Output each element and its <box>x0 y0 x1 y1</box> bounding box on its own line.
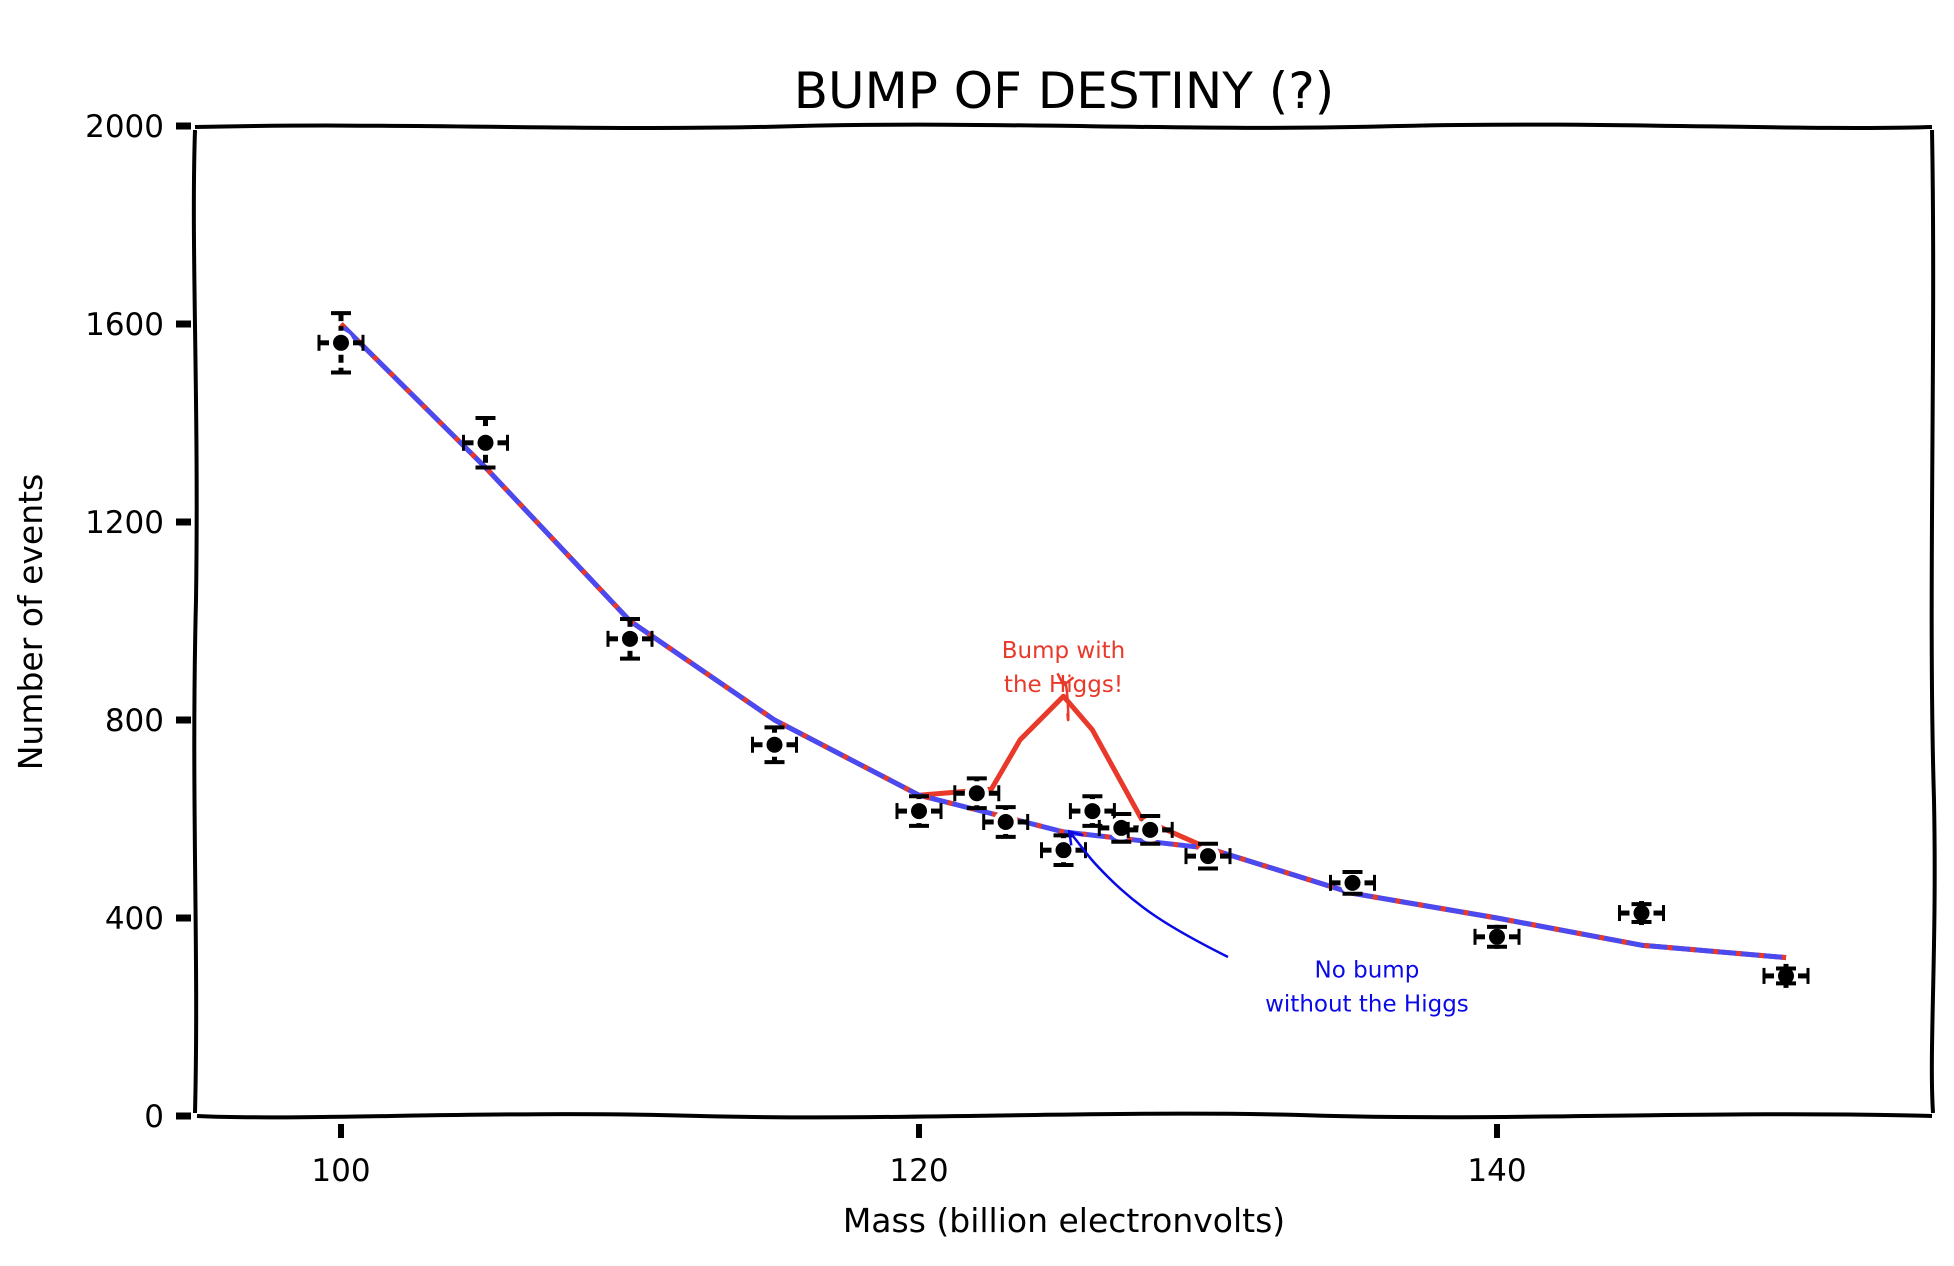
data-marker <box>1633 905 1650 922</box>
data-marker <box>911 803 927 820</box>
arrow-head-icon <box>1067 829 1084 846</box>
data-point <box>953 776 1001 811</box>
annotation-text: No bump <box>1315 957 1420 983</box>
data-point <box>1040 833 1087 868</box>
y-tick-label: 800 <box>105 703 164 739</box>
y-tick-label: 1600 <box>85 307 164 343</box>
data-marker <box>1142 821 1159 838</box>
data-marker <box>1084 803 1101 820</box>
data-marker <box>477 434 494 451</box>
data-point <box>317 311 365 375</box>
data-marker <box>1113 819 1130 836</box>
data-marker <box>622 630 638 647</box>
annotation-without-higgs: No bump without the Higgs <box>1067 829 1469 1017</box>
data-point <box>895 794 943 828</box>
line-with-higgs-dashes <box>339 322 1787 961</box>
x-tick-label: 120 <box>889 1153 948 1189</box>
data-point <box>1762 963 1810 988</box>
data-point <box>982 805 1030 839</box>
data-point <box>1473 924 1521 949</box>
data-point <box>1329 869 1376 896</box>
x-tick-label: 140 <box>1467 1153 1526 1189</box>
data-marker <box>333 334 349 351</box>
annotation-arrow <box>1068 830 1229 959</box>
y-axis-label: Number of events <box>11 474 50 771</box>
data-marker <box>766 736 783 753</box>
y-tick-label: 1200 <box>85 505 164 541</box>
data-points <box>317 311 1810 988</box>
data-marker <box>1778 967 1794 984</box>
data-point <box>1126 814 1174 846</box>
data-point <box>751 725 798 765</box>
y-tick-label: 400 <box>105 901 164 937</box>
data-point <box>606 617 654 661</box>
y-tick-label: 2000 <box>85 109 164 145</box>
data-point <box>1618 901 1665 926</box>
data-marker <box>1344 874 1361 891</box>
annotation-arrow <box>1062 681 1070 722</box>
x-axis-ticks: 100 120 140 <box>311 1124 1527 1189</box>
x-tick-label: 100 <box>311 1153 370 1189</box>
y-tick-label: 0 <box>144 1099 164 1135</box>
annotation-text: without the Higgs <box>1265 991 1469 1017</box>
annotation-text: Bump with <box>1002 638 1125 664</box>
plot-frame <box>191 122 1937 1120</box>
data-marker <box>968 785 985 802</box>
data-marker <box>997 813 1014 830</box>
data-marker <box>1200 848 1216 865</box>
series-lines <box>339 322 1787 961</box>
data-point <box>1068 794 1116 828</box>
x-axis-label: Mass (billion electronvolts) <box>843 1201 1285 1240</box>
data-marker <box>1055 842 1072 859</box>
arrow-head-icon <box>1056 672 1075 688</box>
data-point <box>1184 841 1232 871</box>
y-axis-ticks: 0 400 800 1200 1600 2000 <box>85 109 191 1135</box>
chart-title: BUMP OF DESTINY (?) <box>794 62 1335 120</box>
data-point <box>462 416 509 470</box>
data-marker <box>1489 928 1505 945</box>
